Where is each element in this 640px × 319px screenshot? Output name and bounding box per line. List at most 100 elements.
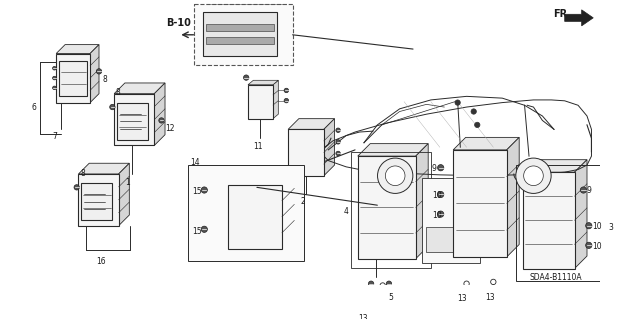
Text: FR.: FR. <box>553 9 571 19</box>
Polygon shape <box>154 83 165 145</box>
Text: 6: 6 <box>31 103 36 112</box>
Text: 9: 9 <box>432 164 436 173</box>
Circle shape <box>491 279 496 285</box>
Circle shape <box>455 100 460 105</box>
Polygon shape <box>453 137 519 150</box>
Circle shape <box>52 86 56 90</box>
Bar <box>453 150 507 257</box>
Text: 4: 4 <box>344 207 348 216</box>
Circle shape <box>74 185 79 190</box>
Circle shape <box>365 300 371 306</box>
Text: 11: 11 <box>253 142 263 151</box>
Circle shape <box>336 128 340 132</box>
Circle shape <box>516 158 551 193</box>
Bar <box>516 165 605 281</box>
Text: 5: 5 <box>388 293 393 302</box>
Circle shape <box>369 281 374 286</box>
Circle shape <box>475 122 480 128</box>
Circle shape <box>580 187 586 193</box>
Circle shape <box>586 242 592 249</box>
Text: 8: 8 <box>102 75 108 84</box>
Text: 10: 10 <box>432 191 442 200</box>
Polygon shape <box>564 10 593 26</box>
Polygon shape <box>248 80 278 85</box>
Circle shape <box>336 151 340 156</box>
Bar <box>56 54 90 103</box>
Text: SDA4-B1110A: SDA4-B1110A <box>529 273 582 282</box>
Bar <box>117 103 148 140</box>
Bar <box>426 227 471 252</box>
Text: 16: 16 <box>97 257 106 266</box>
Circle shape <box>378 158 413 193</box>
Bar <box>523 172 575 269</box>
Polygon shape <box>276 4 284 56</box>
Circle shape <box>438 211 444 217</box>
Bar <box>79 174 118 226</box>
Polygon shape <box>118 163 129 226</box>
Text: 1: 1 <box>125 178 130 188</box>
Circle shape <box>109 104 115 110</box>
Polygon shape <box>282 172 294 249</box>
Bar <box>422 178 480 263</box>
Text: 10: 10 <box>593 242 602 251</box>
Text: 13: 13 <box>485 293 495 302</box>
Circle shape <box>438 191 444 197</box>
Circle shape <box>159 118 164 123</box>
Circle shape <box>438 165 444 171</box>
Circle shape <box>464 281 469 286</box>
Circle shape <box>284 88 289 93</box>
Text: 9: 9 <box>587 187 592 196</box>
Circle shape <box>380 283 385 288</box>
Circle shape <box>244 75 249 80</box>
Text: B-10: B-10 <box>166 18 191 28</box>
Polygon shape <box>523 160 587 172</box>
Circle shape <box>52 76 56 80</box>
Polygon shape <box>79 163 129 174</box>
Circle shape <box>201 187 207 193</box>
Text: 8: 8 <box>80 169 85 178</box>
Bar <box>204 11 276 56</box>
Circle shape <box>471 109 476 114</box>
Polygon shape <box>575 160 587 269</box>
Polygon shape <box>416 144 428 259</box>
Text: 14: 14 <box>190 158 200 167</box>
Bar <box>288 130 324 176</box>
Circle shape <box>336 140 340 144</box>
Circle shape <box>387 281 392 286</box>
Circle shape <box>284 98 289 103</box>
Polygon shape <box>204 4 284 11</box>
Polygon shape <box>288 119 335 130</box>
Text: 2: 2 <box>301 197 305 206</box>
Text: 7: 7 <box>52 132 58 141</box>
Circle shape <box>524 166 543 186</box>
Circle shape <box>201 226 207 233</box>
Bar <box>114 94 154 145</box>
Text: 13: 13 <box>358 314 367 319</box>
Bar <box>351 152 431 268</box>
Polygon shape <box>324 119 335 176</box>
Polygon shape <box>114 83 165 94</box>
Bar <box>188 165 304 261</box>
Bar <box>81 183 113 220</box>
Bar <box>206 24 274 31</box>
Bar <box>228 185 282 249</box>
Polygon shape <box>56 45 99 54</box>
Bar <box>248 85 273 119</box>
Polygon shape <box>90 45 99 103</box>
Text: 10: 10 <box>432 211 442 219</box>
Text: 8: 8 <box>116 88 121 97</box>
Circle shape <box>52 66 56 70</box>
Polygon shape <box>273 80 278 119</box>
Text: 12: 12 <box>165 124 175 133</box>
Polygon shape <box>228 172 294 185</box>
Text: 15: 15 <box>192 226 202 236</box>
Bar <box>195 4 292 65</box>
Text: 10: 10 <box>593 222 602 231</box>
Circle shape <box>97 69 102 74</box>
Text: 15: 15 <box>192 187 202 197</box>
Polygon shape <box>507 137 519 257</box>
Bar <box>358 156 416 259</box>
Circle shape <box>385 166 405 186</box>
Bar <box>206 37 274 44</box>
Text: 3: 3 <box>609 223 613 232</box>
